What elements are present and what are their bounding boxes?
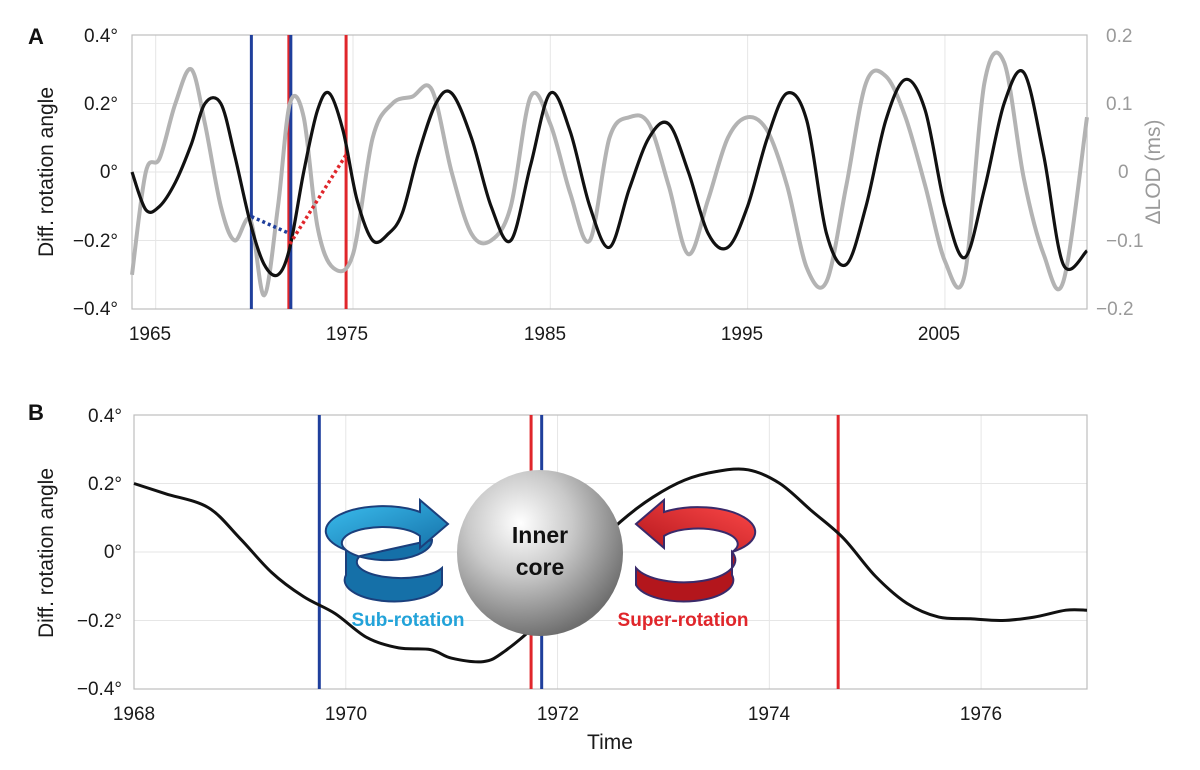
panel-a-y-axis-label: Diff. rotation angle <box>35 87 58 257</box>
sub-rotation-label: Sub-rotation <box>352 610 465 631</box>
panel-a: A −0.4° −0.2° 0° 0.2° 0.4° −0.2 −0.1 0 0… <box>28 24 1165 345</box>
blue-dotted-segment <box>250 214 291 236</box>
panel-b-frame <box>133 414 1088 690</box>
rotation-series-line <box>130 69 1089 278</box>
panel-b-x-axis-label: Time <box>587 731 633 754</box>
panel-a-label: A <box>28 24 44 49</box>
super-rotation-label: Super-rotation <box>618 610 749 631</box>
panel-a-x-ticks: 1965 1975 1985 1995 2005 <box>129 324 960 345</box>
y2-tick-label: 0.1 <box>1106 94 1132 115</box>
panel-a-event-lines <box>249 35 348 309</box>
panel-a-y2-axis-label: ΔLOD (ms) <box>1142 119 1165 224</box>
y2-tick-label: −0.1 <box>1106 231 1144 252</box>
x-tick-label: 1985 <box>524 324 566 345</box>
panel-a-grid <box>132 35 1087 309</box>
y2-tick-label: −0.2 <box>1096 299 1134 320</box>
y2-tick-label: 0.2 <box>1106 26 1132 47</box>
panel-a-y-ticks: −0.4° −0.2° 0° 0.2° 0.4° <box>73 26 118 320</box>
super-rotation-arrow-icon <box>634 497 757 603</box>
x-tick-label: 1972 <box>537 704 579 725</box>
panel-a-y2-ticks: −0.2 −0.1 0 0.1 0.2 <box>1096 26 1144 320</box>
core-label-line1: Inner <box>512 522 568 548</box>
x-tick-label: 1974 <box>748 704 791 725</box>
lod-series-line <box>130 50 1089 298</box>
y-tick-label: −0.2° <box>77 611 122 632</box>
inner-core-sphere <box>457 470 623 636</box>
x-tick-label: 1965 <box>129 324 171 345</box>
x-tick-label: 1995 <box>721 324 763 345</box>
x-tick-label: 2005 <box>918 324 960 345</box>
panel-b-y-ticks: −0.4° −0.2° 0° 0.2° 0.4° <box>77 406 122 700</box>
core-label-line2: core <box>516 554 565 580</box>
y-tick-label: −0.4° <box>77 679 122 700</box>
x-tick-label: 1975 <box>326 324 368 345</box>
x-tick-label: 1968 <box>113 704 155 725</box>
sub-rotation-arrow-icon <box>324 497 450 603</box>
y-tick-label: 0.2° <box>84 94 118 115</box>
y-tick-label: −0.4° <box>73 299 118 320</box>
y-tick-label: 0° <box>100 162 118 183</box>
panel-a-dotted-segments <box>250 153 348 245</box>
y-tick-label: 0.4° <box>84 26 118 47</box>
y-tick-label: 0.2° <box>88 474 122 495</box>
y-tick-label: 0° <box>104 542 122 563</box>
x-tick-label: 1970 <box>325 704 367 725</box>
y2-tick-label: 0 <box>1118 162 1129 183</box>
panel-b: B Inner core Sub-rotation Super-rotation… <box>28 400 1088 754</box>
panel-b-label: B <box>28 400 44 425</box>
x-tick-label: 1976 <box>960 704 1002 725</box>
panel-b-y-axis-label: Diff. rotation angle <box>35 468 58 638</box>
panel-b-x-ticks: 1968 1970 1972 1974 1976 <box>113 704 1002 725</box>
y-tick-label: −0.2° <box>73 231 118 252</box>
y-tick-label: 0.4° <box>88 406 122 427</box>
